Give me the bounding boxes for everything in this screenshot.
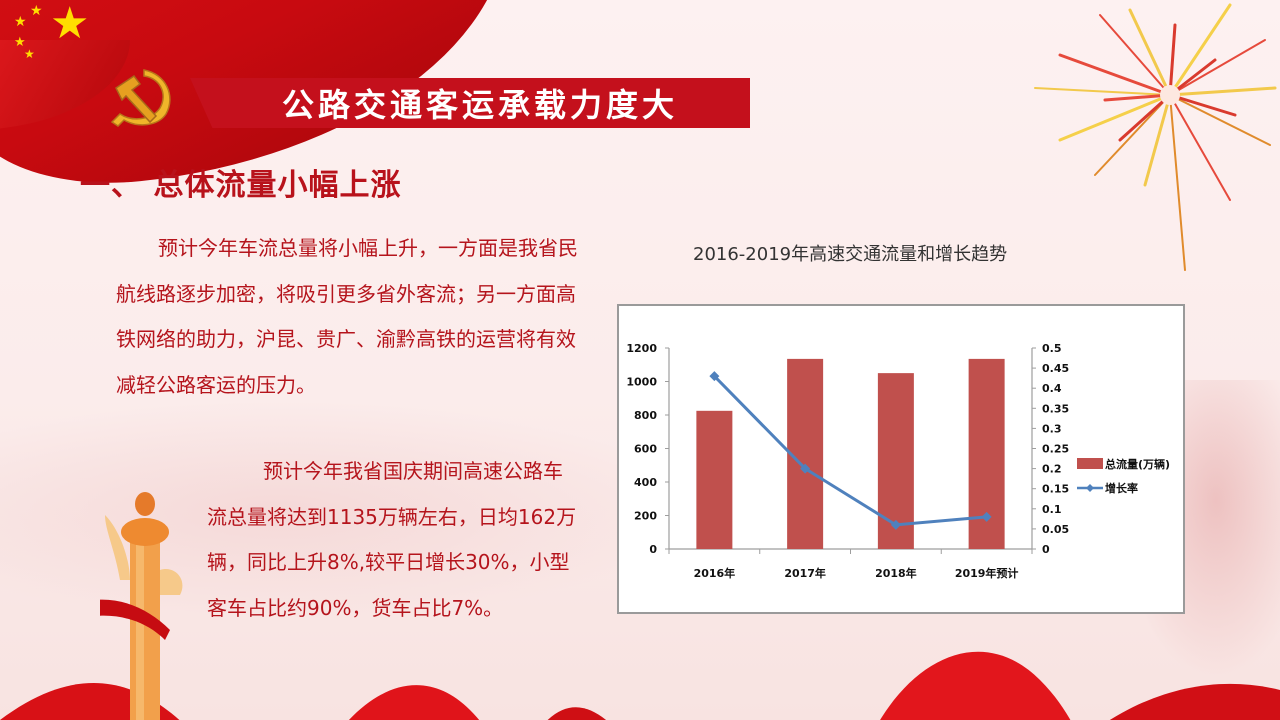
right-axis-tick: 0.4: [1042, 382, 1062, 395]
combo-chart: 0 200 400 600 800 1000 1200 0 0.05 0.1 0.15 0.2 0.25…: [617, 304, 1185, 614]
red-ribbon-icon: [0, 651, 1280, 720]
right-axis-tick: 0.3: [1042, 422, 1062, 435]
left-axis-tick: 1000: [626, 376, 657, 389]
legend-swatch-bar: [1077, 458, 1103, 469]
star-icon: ★: [50, 0, 90, 49]
right-axis-tick: 0.35: [1042, 402, 1069, 415]
right-axis-tick: 0: [1042, 543, 1050, 556]
left-axis-tick: 800: [634, 409, 657, 422]
party-emblem-icon: [110, 69, 171, 127]
diamond-marker-icon: [800, 463, 811, 474]
left-axis-tick: 600: [634, 443, 657, 456]
left-axis-tick: 0: [649, 543, 657, 556]
star-icon: ★: [24, 47, 35, 61]
right-axis-tick: 0.2: [1042, 463, 1062, 476]
title-banner: 公路交通客运承载力度大: [190, 78, 750, 128]
right-axis-tick: 0.1: [1042, 503, 1062, 516]
paragraph-1: 预计今年车流总量将小幅上升，一方面是我省民航线路逐步加密，将吸引更多省外客流；另…: [116, 236, 578, 397]
growth-line: [713, 375, 987, 527]
fireworks-icon: [1034, 3, 1277, 271]
legend-label: 增长率: [1105, 481, 1138, 495]
category-label: 2017年: [784, 566, 826, 580]
section-heading: 一、 总体流量小幅上涨: [80, 168, 402, 203]
left-axis-tick: 1200: [626, 342, 657, 355]
bar: [696, 410, 733, 549]
huabiao-pillar-icon: [100, 492, 183, 720]
left-axis-tick: 400: [634, 476, 657, 489]
chart-title: 2016-2019年高速交通流量和增长趋势: [693, 244, 1008, 265]
star-icon: ★: [14, 14, 27, 30]
left-axis-tick: 200: [634, 510, 657, 523]
diamond-marker-icon: [890, 519, 901, 530]
star-icon: ★: [14, 35, 26, 50]
slide-title: 公路交通客运承载力度大: [281, 86, 678, 124]
legend-label: 总流量(万辆): [1105, 457, 1170, 471]
category-label: 2016年: [694, 566, 736, 580]
right-axis-tick: 0.5: [1042, 342, 1062, 355]
cloud-pattern: [0, 400, 700, 620]
right-axis-tick: 0.25: [1042, 443, 1069, 456]
category-label: 2019年预计: [955, 566, 1019, 580]
bar: [787, 358, 824, 549]
right-axis-tick: 0.45: [1042, 362, 1069, 375]
category-label: 2018年: [875, 566, 917, 580]
bar: [877, 373, 914, 549]
right-axis-tick: 0.15: [1042, 483, 1069, 496]
diamond-marker-icon: [709, 371, 720, 382]
paragraph-2: 预计今年我省国庆期间高速公路车流总量将达到1135万辆左右，日均162万辆，同比…: [207, 459, 577, 620]
star-icon: ★: [30, 3, 43, 19]
chart-plot: 0 200 400 600 800 1000 1200 0 0.05 0.1 0.15 0.2 0.25…: [626, 342, 1170, 580]
right-axis-tick: 0.05: [1042, 523, 1069, 536]
